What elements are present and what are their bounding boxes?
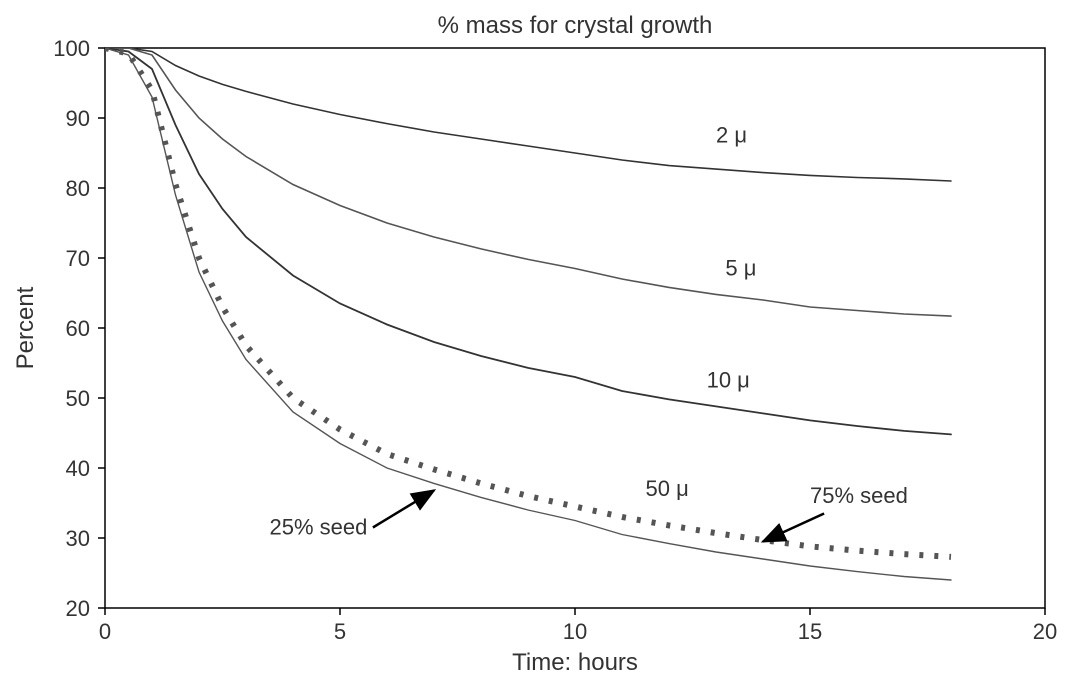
chart-title: % mass for crystal growth [438, 12, 713, 39]
y-tick-label: 80 [66, 176, 90, 201]
x-tick-label: 5 [334, 619, 346, 644]
y-tick-label: 70 [66, 246, 90, 271]
series-label-50mu: 50 μ [646, 476, 689, 501]
y-tick-label: 20 [66, 596, 90, 621]
chart-container: 0 5 10 15 20 20 30 40 50 60 70 80 90 100 % mass for cr… [0, 0, 1071, 688]
y-tick-label: 100 [53, 36, 90, 61]
y-axis-label: Percent [12, 286, 39, 369]
chart-background [0, 0, 1071, 688]
x-axis-label: Time: hours [512, 649, 638, 676]
x-tick-label: 0 [99, 619, 111, 644]
y-tick-label: 60 [66, 316, 90, 341]
y-tick-label: 50 [66, 386, 90, 411]
series-label-5mu: 5 μ [725, 256, 756, 281]
x-tick-label: 15 [798, 619, 822, 644]
annotation-text-0: 25% seed [270, 515, 368, 540]
x-tick-label: 10 [563, 619, 587, 644]
chart-svg: 0 5 10 15 20 20 30 40 50 60 70 80 90 100 % mass for cr… [0, 0, 1071, 688]
x-tick-label: 20 [1033, 619, 1057, 644]
y-tick-label: 40 [66, 456, 90, 481]
series-label-10mu: 10 μ [707, 368, 750, 393]
series-label-2mu: 2 μ [716, 123, 747, 148]
y-tick-label: 90 [66, 106, 90, 131]
annotation-text-1: 75% seed [810, 483, 908, 508]
y-tick-label: 30 [66, 526, 90, 551]
